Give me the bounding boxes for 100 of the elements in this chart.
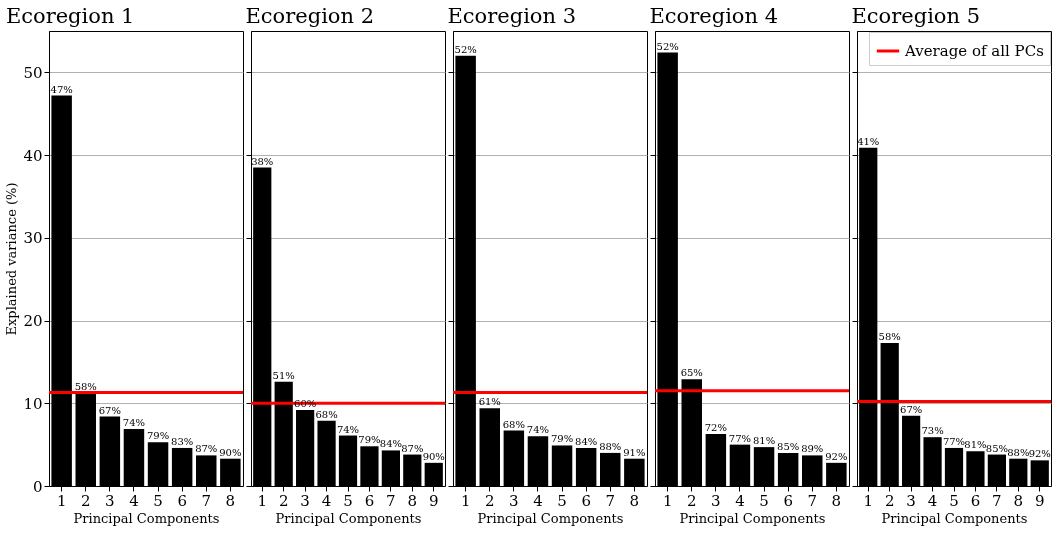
- x-tick-label: 6: [581, 491, 591, 510]
- annotation: 79%: [358, 434, 381, 446]
- chart-title: Ecoregion 1: [5, 4, 135, 28]
- x-tick-label: 5: [557, 491, 567, 510]
- x-tick-label: 8: [225, 491, 236, 510]
- y-tick-label: 30: [23, 229, 43, 248]
- x-tick-label: 3: [711, 491, 721, 510]
- annotation: 72%: [704, 421, 727, 433]
- x-axis-title: Principal Components: [881, 510, 1028, 526]
- annotation: 90%: [422, 450, 445, 462]
- annotation: 60%: [294, 397, 317, 409]
- x-tick-label: 8: [629, 491, 640, 510]
- annotation: 88%: [599, 440, 622, 452]
- x-tick-label: 8: [407, 491, 418, 510]
- annotation: 90%: [219, 446, 242, 458]
- annotation: 74%: [122, 416, 146, 428]
- annotation: 52%: [656, 40, 679, 52]
- y-axis-title: Explained variance (%): [4, 182, 20, 336]
- chart-title: Ecoregion 2: [245, 4, 375, 28]
- y-tick-label: 20: [23, 312, 43, 331]
- annotation: 51%: [272, 369, 295, 381]
- annotation: 84%: [379, 438, 402, 450]
- annotation: 83%: [171, 435, 194, 447]
- annotation: 85%: [777, 440, 800, 452]
- annotation: 77%: [942, 435, 966, 447]
- x-tick-label: 2: [884, 491, 895, 510]
- x-tick-label: 3: [509, 491, 519, 510]
- annotation: 65%: [680, 367, 703, 379]
- chart-title: Ecoregion 4: [649, 4, 779, 28]
- x-tick-label: 6: [177, 491, 187, 510]
- x-tick-label: 4: [533, 491, 543, 510]
- legend-label: Average of all PCs: [904, 42, 1044, 60]
- x-tick-label: 4: [927, 491, 938, 510]
- annotation: 88%: [1007, 446, 1030, 458]
- annotation: 87%: [401, 442, 424, 454]
- annotation: 92%: [825, 450, 848, 462]
- annotation: 47%: [50, 83, 73, 95]
- x-tick-label: 2: [484, 491, 495, 510]
- annotation: 74%: [526, 424, 550, 436]
- annotation: 41%: [857, 135, 880, 147]
- annotation: 79%: [146, 430, 170, 442]
- x-tick-label: 6: [970, 491, 981, 510]
- x-tick-label: 7: [201, 491, 212, 510]
- annotation: 85%: [985, 442, 1008, 454]
- x-tick-label: 1: [460, 491, 471, 510]
- annotation: 74%: [336, 423, 360, 435]
- x-tick-label: 5: [343, 491, 353, 510]
- x-tick-label: 4: [735, 491, 745, 510]
- annotation: 79%: [550, 433, 574, 445]
- annotation: 92%: [1028, 448, 1051, 460]
- annotation: 89%: [801, 443, 824, 455]
- y-tick-label: 50: [23, 63, 43, 82]
- x-tick-label: 5: [759, 491, 769, 510]
- annotation: 58%: [878, 330, 901, 342]
- annotation: 38%: [251, 155, 274, 167]
- x-tick-label: 9: [1034, 491, 1045, 510]
- chart-title: Ecoregion 3: [447, 4, 577, 28]
- x-tick-label: 7: [605, 491, 616, 510]
- x-tick-label: 2: [80, 491, 91, 510]
- x-tick-label: 6: [364, 491, 375, 510]
- x-tick-label: 7: [807, 491, 818, 510]
- x-tick-label: 3: [105, 491, 115, 510]
- annotation: 68%: [502, 418, 525, 430]
- x-tick-label: 4: [321, 491, 332, 510]
- x-tick-label: 1: [662, 491, 673, 510]
- x-tick-label: 8: [831, 491, 842, 510]
- annotation: 81%: [964, 439, 987, 451]
- chart-title: Ecoregion 5: [851, 4, 981, 28]
- x-axis-title: Principal Components: [275, 510, 422, 526]
- x-axis-title: Principal Components: [73, 510, 220, 526]
- y-tick-label: 0: [32, 477, 43, 496]
- x-tick-label: 1: [863, 491, 874, 510]
- annotation: 81%: [752, 435, 776, 447]
- x-tick-label: 4: [129, 491, 139, 510]
- x-tick-label: 7: [992, 491, 1002, 510]
- annotation: 58%: [74, 381, 97, 393]
- annotation: 52%: [454, 43, 477, 55]
- annotation: 61%: [478, 396, 501, 408]
- y-tick-label: 40: [23, 146, 43, 165]
- x-tick-label: 1: [257, 491, 268, 510]
- x-axis-title: Principal Components: [477, 510, 624, 526]
- annotation: 87%: [195, 443, 218, 455]
- annotation: 68%: [315, 408, 338, 420]
- x-axis-title: Principal Components: [679, 510, 826, 526]
- annotation: 84%: [575, 435, 598, 447]
- x-tick-label: 8: [1013, 491, 1024, 510]
- x-tick-label: 9: [428, 491, 439, 510]
- x-tick-label: 5: [153, 491, 163, 510]
- annotation: 67%: [98, 404, 121, 416]
- x-tick-label: 5: [949, 491, 959, 510]
- x-tick-label: 2: [686, 491, 697, 510]
- x-tick-label: 1: [56, 491, 67, 510]
- y-tick-label: 10: [23, 394, 43, 413]
- annotation: 73%: [921, 425, 944, 437]
- x-tick-label: 2: [278, 491, 289, 510]
- x-tick-label: 3: [300, 491, 310, 510]
- x-tick-label: 6: [783, 491, 793, 510]
- annotation: 67%: [900, 403, 923, 415]
- annotation: 91%: [623, 446, 646, 458]
- annotation: 77%: [728, 432, 752, 444]
